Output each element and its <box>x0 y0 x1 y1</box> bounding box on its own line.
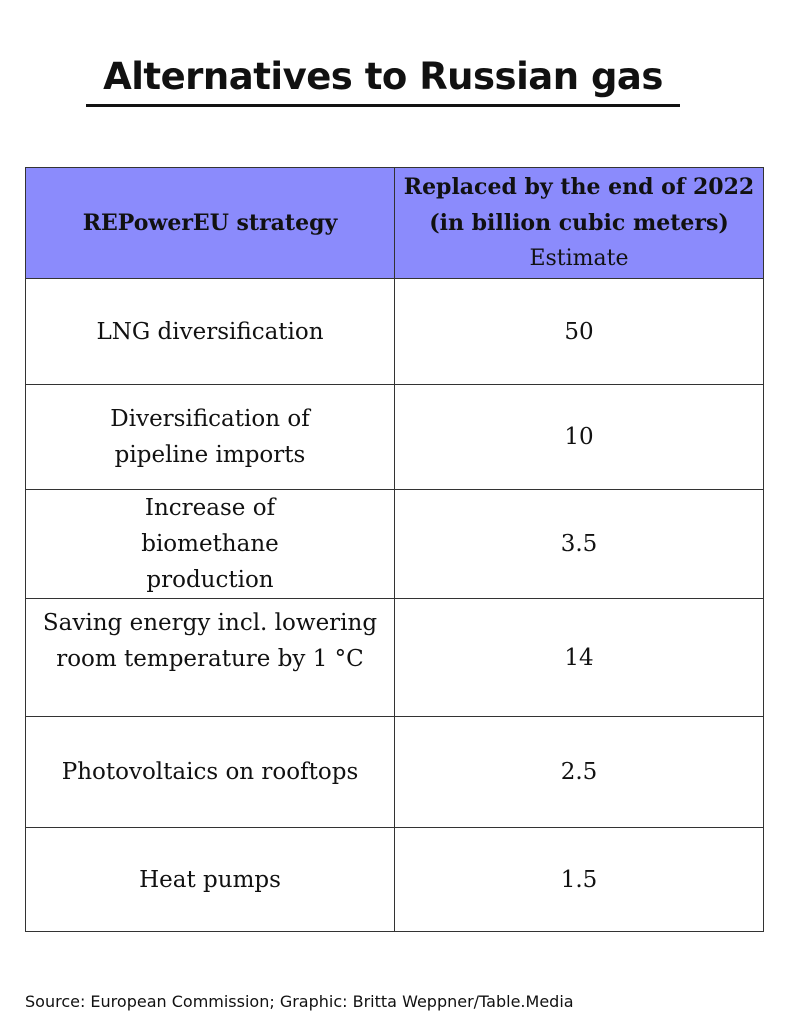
source-note: Source: European Commission; Graphic: Br… <box>25 992 574 1011</box>
header-strategy: REPowerEU strategy <box>25 167 395 279</box>
cell-strategy: Heat pumps <box>25 827 395 932</box>
table-row: Increase of biomethane production 3.5 <box>25 489 764 599</box>
cell-strategy: Photovoltaics on rooftops <box>25 716 395 828</box>
strategy-table: REPowerEU strategy Replaced by the end o… <box>25 167 764 932</box>
cell-value: 14 <box>394 598 764 717</box>
cell-strategy: Saving energy incl. lowering room temper… <box>25 598 395 717</box>
table-row: Photovoltaics on rooftops 2.5 <box>25 716 764 828</box>
header-replaced: Replaced by the end of 2022 (in billion … <box>394 167 764 279</box>
chart-title: Alternatives to Russian gas <box>103 55 663 98</box>
header-replaced-line2: (in billion cubic meters) <box>429 210 729 236</box>
cell-strategy: LNG diversification <box>25 278 395 385</box>
cell-value: 1.5 <box>394 827 764 932</box>
table-row: Saving energy incl. lowering room temper… <box>25 598 764 717</box>
cell-value: 10 <box>394 384 764 490</box>
title-underline <box>86 104 680 107</box>
table-row: Diversification of pipeline imports 10 <box>25 384 764 490</box>
cell-strategy: Increase of biomethane production <box>25 489 395 599</box>
table-row: Heat pumps 1.5 <box>25 827 764 932</box>
header-replaced-estimate: Estimate <box>529 246 629 271</box>
table-header-row: REPowerEU strategy Replaced by the end o… <box>25 167 764 279</box>
cell-value: 2.5 <box>394 716 764 828</box>
cell-strategy: Diversification of pipeline imports <box>25 384 395 490</box>
cell-value: 3.5 <box>394 489 764 599</box>
cell-value: 50 <box>394 278 764 385</box>
table-row: LNG diversification 50 <box>25 278 764 385</box>
header-replaced-line1: Replaced by the end of 2022 <box>403 174 755 200</box>
